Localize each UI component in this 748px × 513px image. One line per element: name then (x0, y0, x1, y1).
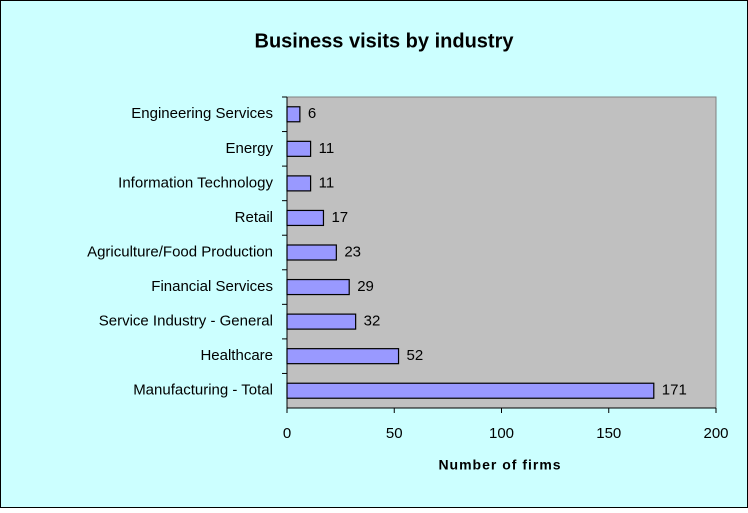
y-tick-label: Retail (235, 209, 273, 226)
y-tick-label: Agriculture/Food Production (87, 243, 273, 260)
y-tick-label: Service Industry - General (99, 313, 273, 330)
data-label: 29 (357, 278, 374, 295)
bar (286, 278, 350, 296)
y-tick-label: Financial Services (151, 278, 273, 295)
bar (286, 348, 400, 365)
bar (286, 140, 312, 157)
bar (286, 382, 655, 399)
data-label: 6 (308, 105, 316, 122)
chart-title: Business visits by industry (255, 30, 515, 52)
y-tick-label: Information Technology (118, 174, 273, 191)
bar (286, 244, 337, 261)
x-tick-label: 0 (283, 425, 291, 442)
y-tick-label: Healthcare (200, 347, 273, 364)
data-label: 23 (344, 243, 361, 260)
x-tick-label: 200 (703, 425, 728, 442)
bar (286, 313, 357, 330)
bar (286, 175, 312, 192)
data-label: 11 (319, 140, 335, 157)
x-axis-title: Number of firms (438, 457, 561, 473)
data-label: 52 (407, 347, 424, 364)
y-tick-label: Energy (225, 140, 273, 157)
data-label: 17 (331, 209, 348, 226)
data-label: 171 (662, 382, 687, 399)
data-label: 11 (319, 174, 335, 191)
x-tick-label: 100 (489, 425, 514, 442)
bar (286, 106, 301, 123)
y-tick-label: Manufacturing - Total (133, 382, 273, 399)
x-tick-label: 50 (386, 425, 403, 442)
bar (286, 209, 325, 227)
data-label: 32 (364, 313, 381, 330)
y-tick-label: Engineering Services (131, 105, 273, 122)
x-tick-label: 150 (596, 425, 621, 442)
